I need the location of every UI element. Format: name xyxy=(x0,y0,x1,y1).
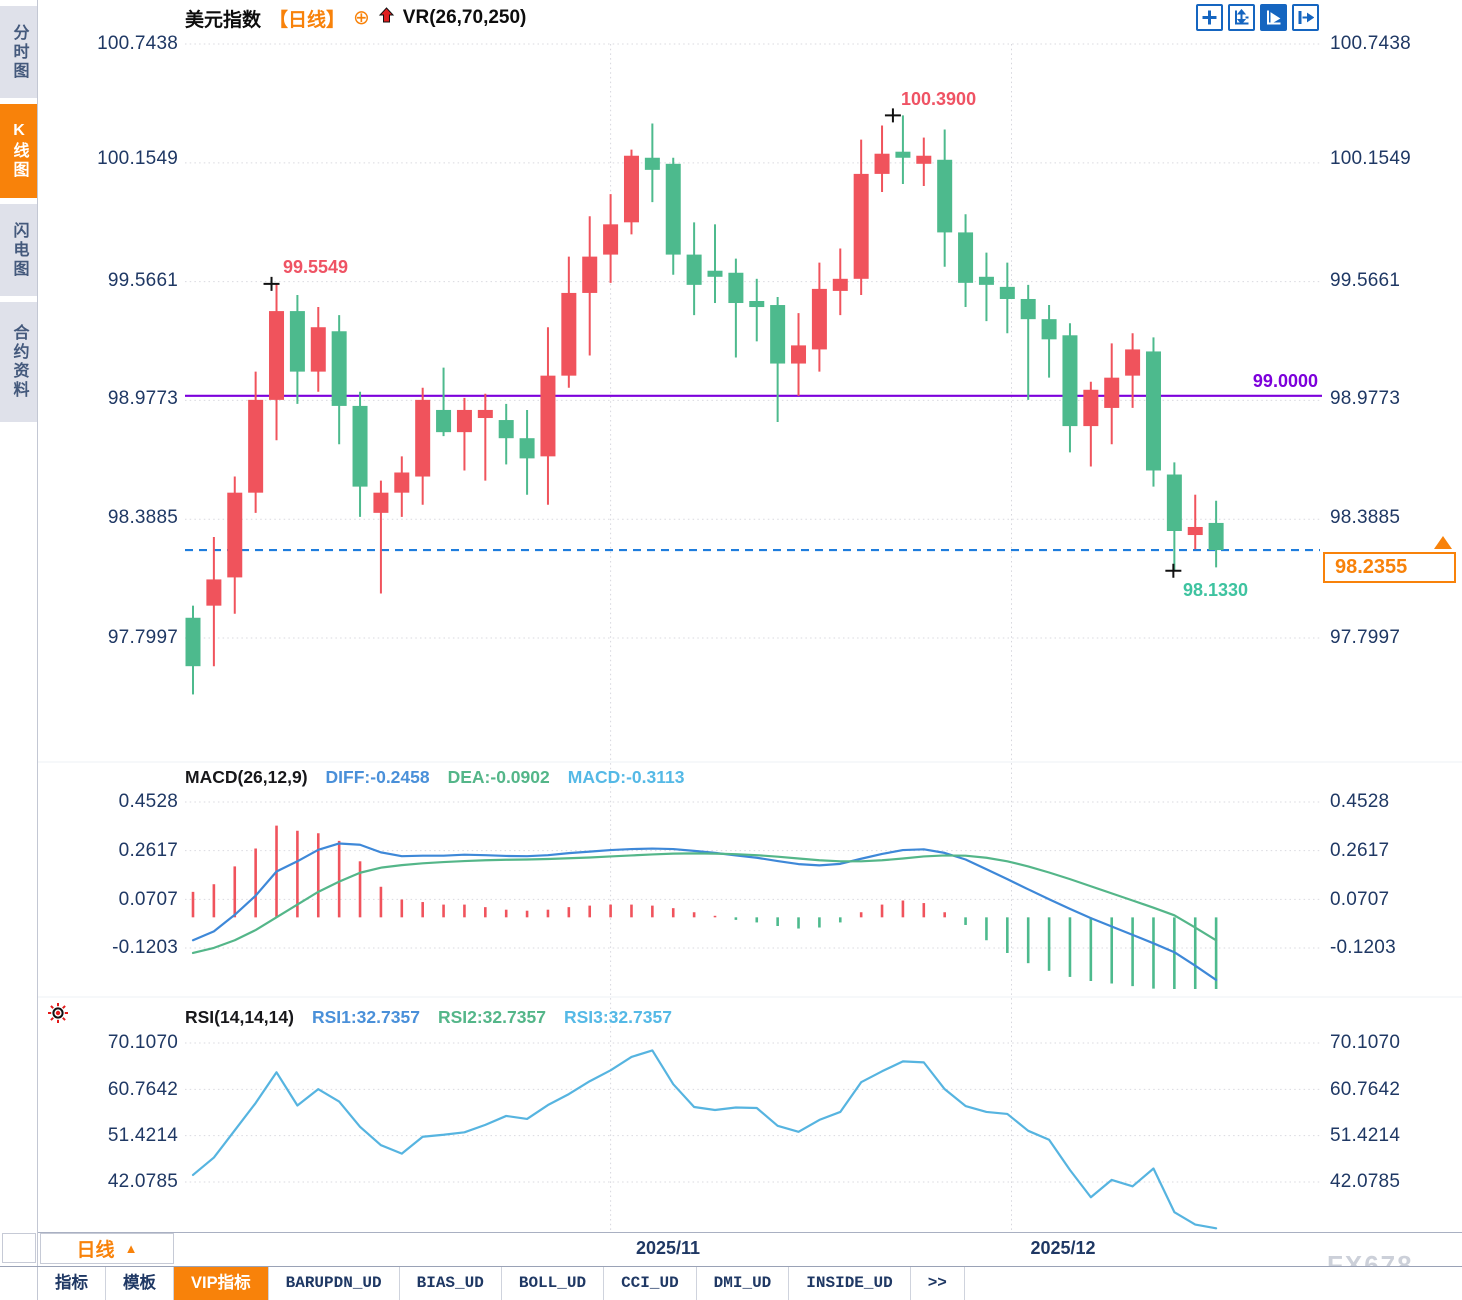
rsi-axis-label: 51.4214 xyxy=(107,1125,178,1146)
price-axis-label: 100.1549 xyxy=(97,148,178,169)
rsi-axis-label: 60.7642 xyxy=(1330,1079,1401,1100)
rsi2-value: RSI2:32.7357 xyxy=(437,1007,546,1027)
price-axis-label: 98.9773 xyxy=(107,388,178,409)
tab-inside-ud[interactable]: INSIDE_UD xyxy=(789,1267,911,1300)
sidebar-item-flash-chart[interactable]: 闪电图 xyxy=(0,204,37,296)
rsi-axis-label: 60.7642 xyxy=(107,1079,178,1100)
month-axis-label: 2025/11 xyxy=(635,1238,701,1258)
swing-low-label: 98.1330 xyxy=(1183,580,1249,600)
last-price-tag: 98.2355 xyxy=(1323,552,1456,583)
tab-bias-ud[interactable]: BIAS_UD xyxy=(400,1267,502,1300)
tab-cci-ud[interactable]: CCI_UD xyxy=(604,1267,697,1300)
target-circle-icon[interactable]: ⊕ xyxy=(353,7,370,29)
period-selector-label: 日线 xyxy=(76,1240,115,1261)
price-axis-label: 98.9773 xyxy=(1330,388,1401,409)
time-axis-strip xyxy=(38,1232,1462,1266)
rsi-axis-label: 70.1070 xyxy=(107,1032,178,1053)
sidebar-item-contract-info[interactable]: 合约资料 xyxy=(0,302,37,422)
period-tag: 【日线】 xyxy=(269,9,346,31)
price-axis-label: 100.7438 xyxy=(97,33,178,54)
rsi1-value: RSI1:32.7357 xyxy=(311,1007,420,1027)
red-up-arrow-icon xyxy=(378,7,395,29)
tabbar-spacer xyxy=(0,1267,38,1300)
price-axis-label: 98.3885 xyxy=(1330,507,1401,528)
macd-header: MACD(26,12,9) DIFF:-0.2458 DEA:-0.0902 M… xyxy=(185,767,684,788)
corner-cell xyxy=(2,1233,36,1263)
price-axis-label: 100.1549 xyxy=(1330,148,1411,169)
price-axis-label: 99.5661 xyxy=(107,270,178,291)
price-axis-label: 97.7997 xyxy=(107,627,178,648)
macd-axis-label: 0.2617 xyxy=(118,840,178,861)
swing-high-label: 99.5549 xyxy=(283,257,349,277)
horizontal-line-label: 99.0000 xyxy=(1252,371,1318,391)
macd-axis-label: 0.0707 xyxy=(118,889,178,910)
auto-scale-icon[interactable] xyxy=(1260,4,1287,31)
macd-axis-label: 0.0707 xyxy=(1330,889,1390,910)
tab-more[interactable]: >> xyxy=(911,1267,965,1300)
tab-indicators[interactable]: 指标 xyxy=(38,1267,106,1300)
month-axis-label: 2025/12 xyxy=(1030,1238,1096,1258)
sidebar-item-time-chart[interactable]: 分时图 xyxy=(0,6,37,98)
chart-title-row: 美元指数 【日线】 ⊕ VR(26,70,250) xyxy=(185,5,526,31)
tab-dmi-ud[interactable]: DMI_UD xyxy=(697,1267,790,1300)
macd-axis-label: -0.1203 xyxy=(112,937,178,958)
price-axis-label: 99.5661 xyxy=(1330,270,1401,291)
price-axis-label: 100.7438 xyxy=(1330,33,1411,54)
caret-up-icon: ▲ xyxy=(124,1241,138,1256)
rsi-axis-label: 51.4214 xyxy=(1330,1125,1401,1146)
macd-macd-value: MACD:-0.3113 xyxy=(567,767,685,787)
chart-toolbar xyxy=(1196,4,1319,31)
rsi3-value: RSI3:32.7357 xyxy=(563,1007,672,1027)
rsi-header: RSI(14,14,14) RSI1:32.7357 RSI2:32.7357 … xyxy=(185,1007,672,1028)
tab-templates[interactable]: 模板 xyxy=(106,1267,174,1300)
price-axis-label: 97.7997 xyxy=(1330,627,1401,648)
rsi-axis-label: 42.0785 xyxy=(107,1171,178,1192)
macd-axis-label: 0.4528 xyxy=(118,791,178,812)
macd-title: MACD(26,12,9) xyxy=(185,767,308,787)
axis-range-icon[interactable] xyxy=(1228,4,1255,31)
macd-diff-value: DIFF:-0.2458 xyxy=(325,767,430,787)
macd-axis-label: -0.1203 xyxy=(1330,937,1396,958)
period-selector-button[interactable]: 日线 ▲ xyxy=(40,1233,174,1264)
tab-barupdn-ud[interactable]: BARUPDN_UD xyxy=(269,1267,400,1300)
sidebar-item-kline-chart[interactable]: K线图 xyxy=(0,104,37,198)
macd-axis-label: 0.2617 xyxy=(1330,840,1390,861)
price-axis-label: 98.3885 xyxy=(107,507,178,528)
tab-boll-ud[interactable]: BOLL_UD xyxy=(502,1267,605,1300)
crosshair-move-icon[interactable] xyxy=(1196,4,1223,31)
alert-sun-icon[interactable] xyxy=(46,1001,70,1030)
peak-high-label: 100.3900 xyxy=(901,89,977,109)
macd-dea-value: DEA:-0.0902 xyxy=(447,767,550,787)
macd-axis-label: 0.4528 xyxy=(1330,791,1390,812)
tab-vip-indicators[interactable]: VIP指标 xyxy=(174,1267,269,1300)
rsi-title: RSI(14,14,14) xyxy=(185,1007,294,1027)
symbol-name: 美元指数 xyxy=(185,9,262,31)
scroll-right-icon[interactable] xyxy=(1292,4,1319,31)
vr-indicator-label: VR(26,70,250) xyxy=(402,7,527,28)
indicator-tab-bar: 指标 模板 VIP指标 BARUPDN_UD BIAS_UD BOLL_UD C… xyxy=(0,1266,1462,1300)
rsi-axis-label: 70.1070 xyxy=(1330,1032,1401,1053)
rsi-axis-label: 42.0785 xyxy=(1330,1171,1401,1192)
chart-type-sidebar: 分时图 K线图 闪电图 合约资料 xyxy=(0,0,38,1300)
price-up-arrow-icon xyxy=(1434,536,1452,549)
